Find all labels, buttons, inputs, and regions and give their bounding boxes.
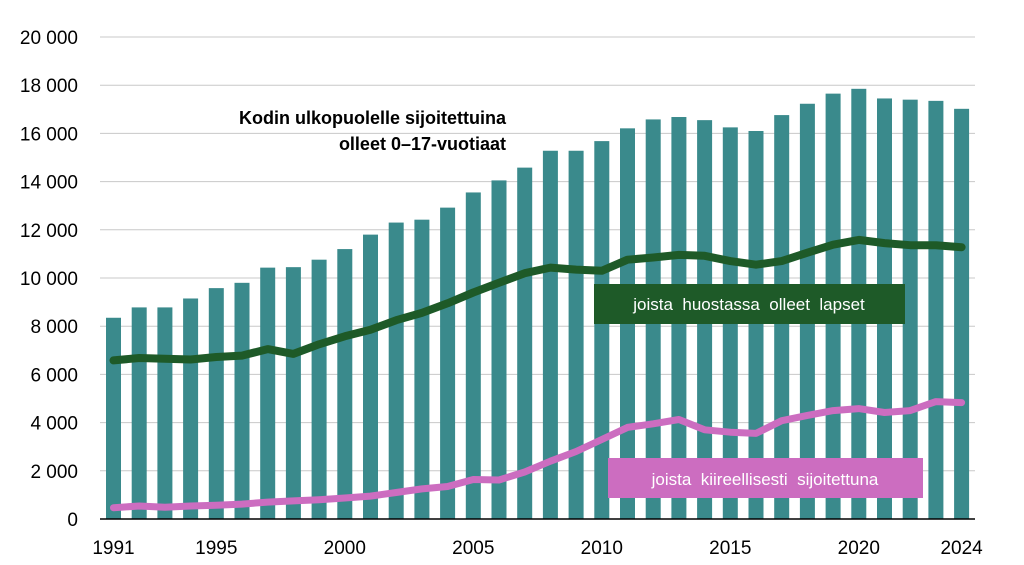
legend-kiireellisesti-label: joista kiireellisesti sijoitettuna: [651, 470, 879, 489]
bar: [491, 180, 507, 519]
y-axis-tick-labels: 0 2 000 4 000 6 000 8 000 10 000 12 000 14 000 1…: [20, 28, 78, 531]
x-tick-label: 1991: [92, 538, 134, 559]
x-tick-label: 2010: [581, 538, 623, 559]
bar: [337, 249, 353, 519]
y-tick-label: 20 000: [20, 28, 78, 49]
legend-huostassa-background: [594, 284, 905, 324]
bar: [542, 150, 558, 519]
y-tick-label: 4 000: [30, 414, 78, 435]
y-tick-label: 0: [67, 510, 78, 531]
legend-huostassa: joista huostassa olleet lapset: [594, 284, 905, 324]
bar: [440, 207, 456, 520]
bar: [748, 130, 764, 520]
bar: [285, 267, 301, 519]
bar: [311, 259, 327, 519]
y-tick-label: 14 000: [20, 173, 78, 194]
bar: [594, 141, 610, 519]
chart-title-line-1: Kodin ulkopuolelle sijoitettuina: [239, 108, 507, 128]
bar: [131, 307, 147, 519]
bar: [954, 108, 970, 520]
legend-kiireellisesti-background: [608, 458, 923, 498]
bar: [157, 307, 173, 519]
line-kiireellisesti: [110, 398, 966, 512]
bar: [388, 222, 404, 519]
chart-title-line-2: olleet 0–17-vuotiaat: [339, 134, 506, 154]
bar: [568, 150, 584, 519]
legend-huostassa-label: joista huostassa olleet lapset: [632, 295, 865, 314]
x-tick-label: 2024: [940, 538, 983, 559]
bar: [208, 288, 224, 519]
x-tick-label: 1995: [195, 538, 237, 559]
y-tick-label: 8 000: [30, 317, 78, 338]
y-tick-label: 12 000: [20, 221, 78, 242]
gridlines: [100, 36, 975, 472]
y-tick-label: 6 000: [30, 365, 78, 386]
bar: [260, 267, 276, 519]
bar: [928, 100, 944, 520]
legend-kiireellisesti: joista kiireellisesti sijoitettuna: [608, 458, 923, 498]
bar: [465, 192, 481, 519]
line-series: [109, 235, 966, 512]
y-tick-label: 10 000: [20, 269, 78, 290]
x-axis-tick-labels: 1991 1995 2000 2005 2010 2015 2020 2024: [92, 538, 983, 559]
y-tick-label: 16 000: [20, 124, 78, 145]
bar: [363, 234, 378, 519]
line-huostassa: [109, 235, 966, 365]
x-tick-label: 2000: [324, 538, 366, 559]
x-tick-label: 2005: [452, 538, 494, 559]
bar: [183, 298, 199, 519]
bar: [106, 317, 121, 519]
bar: [234, 282, 250, 519]
y-tick-label: 2 000: [30, 462, 78, 483]
bar: [517, 167, 533, 519]
bar: [414, 219, 430, 520]
x-tick-label: 2020: [838, 538, 880, 559]
y-tick-label: 18 000: [20, 76, 78, 97]
x-tick-label: 2015: [709, 538, 751, 559]
